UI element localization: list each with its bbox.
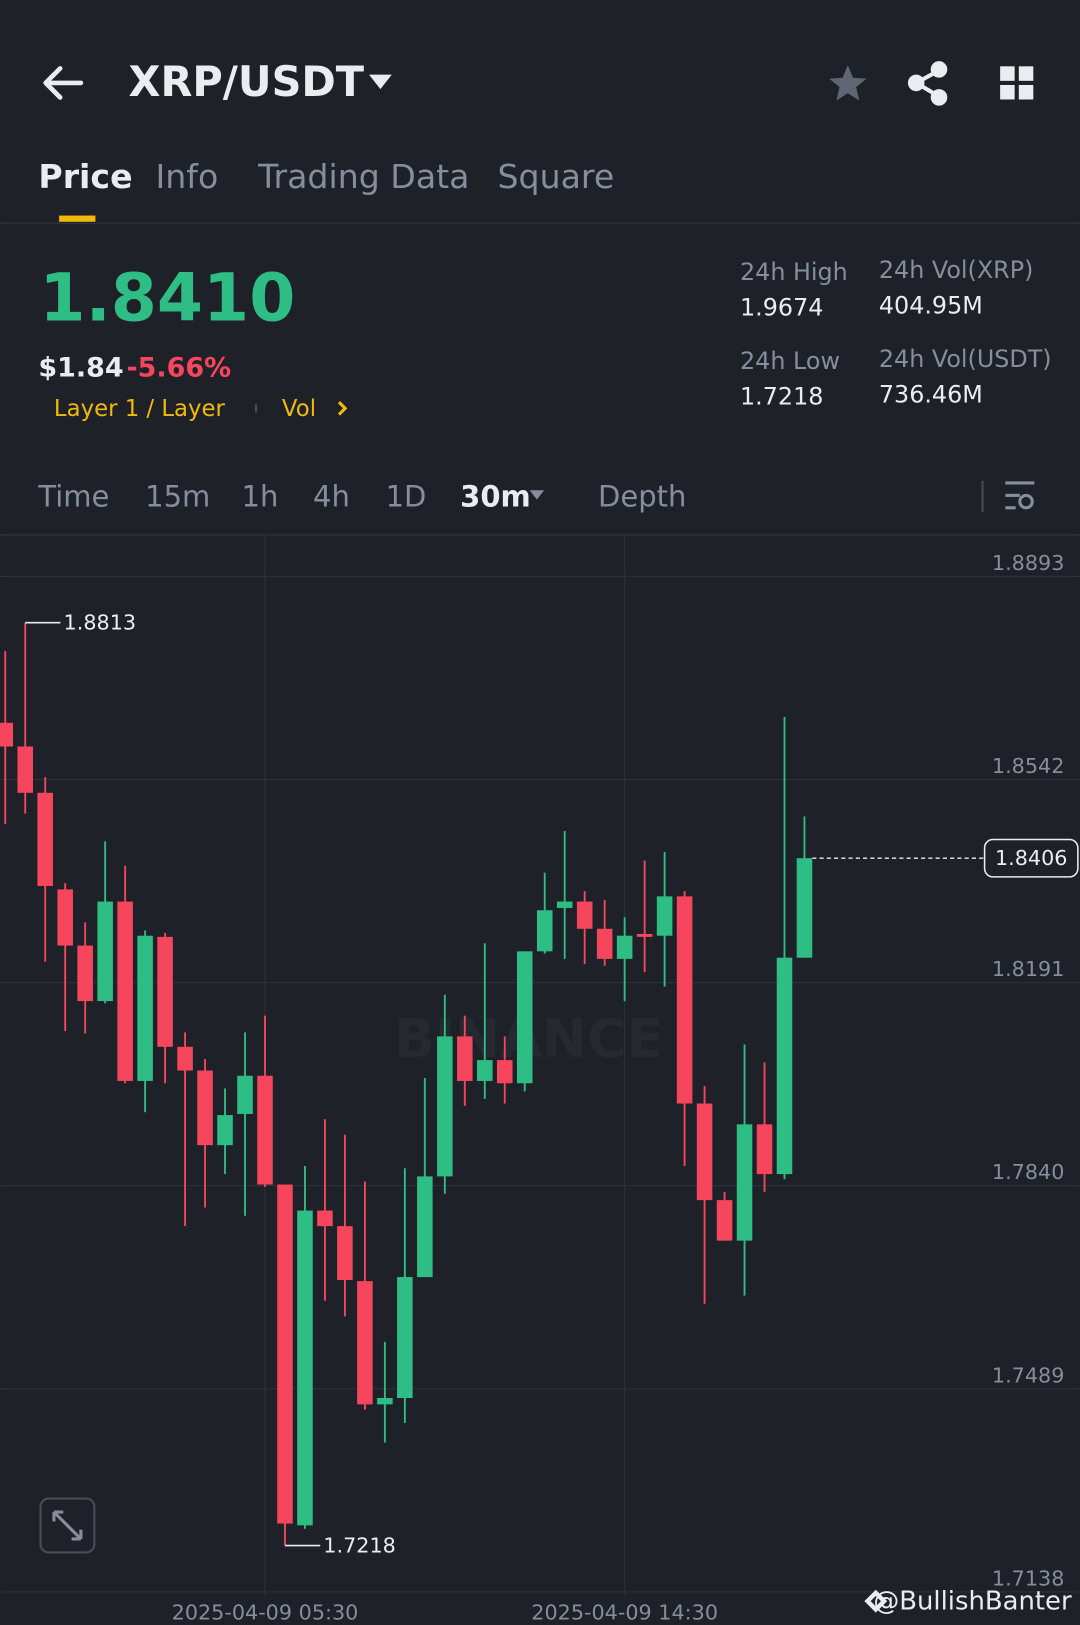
candle-body — [457, 1036, 473, 1081]
price-change: -5.66% — [126, 352, 231, 383]
last-price-box — [983, 838, 1079, 878]
candle-body — [556, 901, 573, 908]
interval-tab[interactable]: Time — [37, 479, 109, 513]
interval-tab[interactable]: 4h — [313, 479, 350, 513]
candle-body — [676, 896, 693, 1104]
stat-label: 24h Vol(USDT) — [879, 345, 1052, 373]
candle-body — [17, 746, 33, 793]
candle-body — [496, 1060, 513, 1084]
stat-value: 404.95M — [879, 291, 983, 319]
active-tab-indicator — [59, 215, 96, 222]
candle-body — [636, 933, 653, 937]
candlestick-chart: 1.8893 1.8542 1.8191 1.7840 1.7489 1.7138 2025… — [0, 534, 1080, 1625]
stat-label: 24h Vol(XRP) — [879, 256, 1033, 284]
candle-body — [397, 1277, 413, 1399]
candle-body — [297, 1210, 313, 1526]
interval-tab[interactable]: 1h — [242, 479, 279, 513]
candle-body — [756, 1124, 773, 1175]
fullscreen-button[interactable] — [39, 1497, 96, 1554]
tab[interactable]: Trading Data — [257, 157, 469, 196]
vol-tag[interactable]: Vol — [282, 396, 316, 422]
low-label: 1.7218 — [323, 1534, 396, 1558]
tab[interactable]: Info — [156, 157, 219, 196]
last-price-label: 1.8406 — [995, 846, 1068, 870]
candle-body — [77, 945, 93, 1002]
candle-body — [177, 1046, 193, 1071]
candle-body — [437, 1036, 453, 1177]
candle-body — [197, 1070, 213, 1146]
x-tick-label: 2025-04-09 14:30 — [531, 1601, 718, 1625]
stat-value: 1.7218 — [740, 382, 823, 410]
logo — [864, 1589, 888, 1613]
stat-label: 24h High — [740, 258, 848, 286]
stat-value: 736.46M — [879, 380, 983, 408]
candle-body — [796, 858, 813, 958]
tabs: Price Info Trading Data Square — [38, 157, 614, 196]
candle-body — [656, 896, 673, 936]
y-tick-label: 1.7489 — [992, 1363, 1065, 1387]
x-tick-label: 2025-04-09 05:30 — [172, 1601, 359, 1625]
chevron — [337, 401, 348, 416]
interval-tab[interactable]: 15m — [145, 479, 210, 513]
stat-label: 24h Low — [740, 347, 840, 375]
share-icon[interactable] — [907, 61, 948, 106]
y-tick-label: 1.7138 — [992, 1566, 1065, 1590]
candle-body — [477, 1060, 493, 1081]
candle-body — [357, 1281, 373, 1405]
y-tick-label: 1.8191 — [992, 957, 1065, 981]
interval-tab[interactable]: 1D — [386, 479, 427, 513]
candle-body — [536, 910, 553, 952]
chart-settings-icon[interactable] — [1005, 481, 1035, 510]
candle-body — [57, 889, 73, 946]
candle-body — [576, 901, 593, 929]
candle-body — [417, 1176, 433, 1278]
candle-body — [616, 935, 633, 959]
candle-body — [337, 1226, 353, 1280]
pair-dropdown[interactable] — [369, 74, 392, 90]
candle-body — [217, 1115, 233, 1146]
candle-body — [257, 1075, 273, 1185]
interval-tab[interactable]: 30m — [460, 479, 531, 513]
pair-title[interactable]: XRP/USDT — [129, 58, 365, 106]
candle-body — [97, 901, 113, 1002]
candle-body — [736, 1124, 753, 1241]
high-label: 1.8813 — [64, 611, 137, 635]
candle-body — [37, 792, 53, 886]
candle-body — [137, 935, 153, 1081]
candle-body — [596, 928, 613, 959]
sector-tag[interactable]: Layer 1 / Layer — [54, 396, 226, 422]
tab[interactable]: Square — [498, 157, 615, 196]
candle-body — [696, 1103, 713, 1201]
stat-value: 1.9674 — [740, 293, 823, 321]
y-tick-label: 1.8893 — [992, 551, 1065, 575]
footer-watermark: @BullishBanter — [873, 1587, 1072, 1617]
y-tick-label: 1.7840 — [992, 1160, 1065, 1184]
candle-body — [277, 1184, 293, 1524]
favorite-icon[interactable] — [829, 65, 867, 101]
candle-body — [157, 936, 173, 1047]
grid-menu-icon[interactable] — [1000, 66, 1034, 100]
tab[interactable]: Price — [38, 157, 132, 196]
last-price: 1.8410 — [39, 259, 295, 337]
back-button[interactable] — [43, 66, 84, 100]
candle-body — [0, 722, 14, 747]
interval-dropdown[interactable] — [529, 490, 545, 500]
candle-body — [516, 951, 533, 1084]
stats: 24h High 1.9674 24h Vol(XRP) 404.95M 24h Low… — [740, 256, 1052, 410]
candle-body — [237, 1075, 253, 1114]
candle-body — [317, 1210, 333, 1227]
candle-body — [117, 901, 133, 1081]
usd-price: $1.84 — [38, 352, 123, 383]
candle-body — [776, 957, 793, 1175]
candle-body — [377, 1398, 393, 1405]
candle-body — [716, 1200, 733, 1241]
interval-tab[interactable]: Depth — [598, 479, 686, 513]
intervals: Time 15m 1h 4h 1D 30m Depth — [37, 479, 686, 513]
y-tick-label: 1.8542 — [992, 754, 1065, 778]
